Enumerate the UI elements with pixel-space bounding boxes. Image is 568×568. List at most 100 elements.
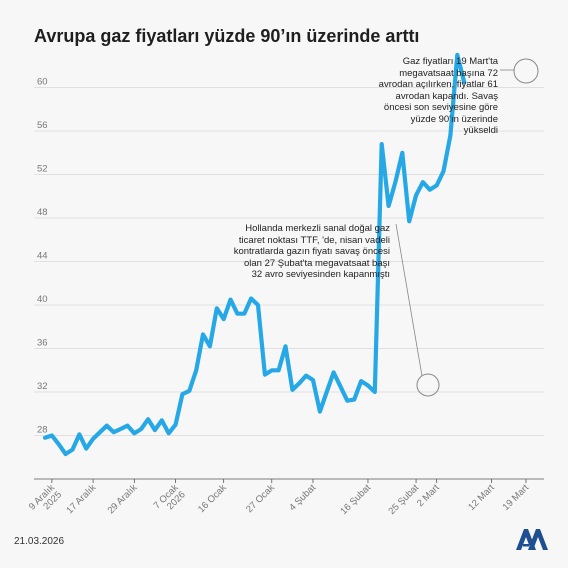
- data-point: [326, 391, 328, 393]
- y-tick-label: 60: [37, 77, 48, 88]
- data-point: [154, 429, 156, 431]
- svg-text:17 Aralık: 17 Aralık: [64, 482, 98, 516]
- data-point: [58, 443, 60, 445]
- data-point: [65, 453, 67, 455]
- x-tick-label: 27 Ocak: [244, 482, 277, 515]
- svg-text:12 Mart: 12 Mart: [466, 482, 497, 513]
- data-point: [202, 333, 204, 335]
- data-point: [388, 205, 390, 207]
- y-tick-label: 52: [37, 164, 48, 175]
- x-tick-label: 29 Aralık: [106, 482, 140, 516]
- data-point: [305, 375, 307, 377]
- data-point: [312, 379, 314, 381]
- data-point: [443, 170, 444, 172]
- x-tick-label: 2 Mart: [415, 482, 442, 509]
- data-point: [278, 369, 280, 371]
- data-point: [147, 418, 149, 420]
- data-point: [113, 431, 115, 433]
- data-point: [175, 424, 177, 426]
- data-point: [381, 143, 383, 145]
- data-point: [374, 391, 376, 393]
- y-tick-label: 40: [37, 294, 48, 305]
- x-tick-label: 16 Ocak: [196, 482, 229, 515]
- data-point: [44, 437, 46, 439]
- highlight-circle-prewar: [416, 373, 440, 397]
- data-point: [456, 54, 458, 56]
- data-point: [291, 389, 293, 391]
- svg-text:2 Mart: 2 Mart: [415, 482, 442, 509]
- data-point: [285, 345, 286, 347]
- data-point: [72, 449, 73, 451]
- data-point: [298, 382, 300, 384]
- highlight-circle-peak: [513, 58, 539, 84]
- data-point: [401, 152, 403, 154]
- y-tick-label: 28: [37, 425, 48, 436]
- data-point: [250, 298, 252, 299]
- data-point: [264, 374, 266, 376]
- data-point: [463, 81, 465, 83]
- data-point: [133, 432, 135, 434]
- annotation-leader-prewar: [395, 223, 423, 377]
- svg-text:16 Ocak: 16 Ocak: [196, 482, 229, 515]
- series-group: [42, 52, 467, 457]
- data-point: [346, 400, 348, 402]
- y-tick-label: 36: [37, 338, 48, 349]
- data-point: [243, 313, 245, 315]
- svg-text:29 Aralık: 29 Aralık: [106, 482, 140, 516]
- aa-logo: [516, 529, 548, 550]
- data-point: [319, 411, 321, 413]
- data-point: [92, 438, 94, 440]
- data-point: [140, 428, 142, 430]
- data-point: [230, 299, 231, 301]
- data-point: [99, 431, 101, 433]
- data-point: [85, 448, 87, 450]
- data-point: [353, 399, 355, 401]
- data-point: [51, 435, 53, 436]
- y-axis-labels: 28 32 36 40 44 48 52 56 60: [37, 77, 48, 436]
- data-point: [271, 369, 273, 371]
- data-point: [195, 369, 197, 371]
- svg-text:4 Şubat: 4 Şubat: [287, 482, 318, 513]
- svg-text:16 Şubat: 16 Şubat: [338, 482, 373, 517]
- data-point: [340, 386, 341, 388]
- data-point: [120, 428, 122, 430]
- data-point: [360, 380, 362, 382]
- data-point: [415, 194, 417, 196]
- data-point: [236, 313, 238, 315]
- data-point: [127, 425, 128, 427]
- data-point: [78, 433, 80, 435]
- data-point: [188, 390, 190, 392]
- publish-date: 21.03.2026: [14, 536, 65, 547]
- data-point: [161, 419, 163, 421]
- data-point: [422, 181, 424, 183]
- data-point: [216, 307, 218, 309]
- data-point: [333, 371, 335, 373]
- x-tick-label: 4 Şubat: [287, 482, 318, 513]
- data-point: [106, 425, 108, 427]
- data-point: [209, 345, 211, 347]
- x-tick-label: 17 Aralık: [64, 482, 98, 516]
- data-point: [223, 318, 225, 320]
- data-point: [367, 385, 369, 386]
- chart-title: Avrupa gaz fiyatları yüzde 90’ın üzerind…: [34, 26, 420, 46]
- x-axis-ticks: [51, 479, 527, 483]
- data-point: [436, 184, 438, 186]
- x-tick-label: 12 Mart: [466, 482, 497, 513]
- y-tick-label: 56: [37, 120, 48, 131]
- data-point: [408, 220, 410, 222]
- svg-text:27 Ocak: 27 Ocak: [244, 482, 277, 515]
- annotation-prewar: Hollanda merkezli sanal doğal gaz ticare…: [233, 223, 390, 280]
- data-point: [168, 432, 170, 434]
- grid-lines: [34, 87, 544, 436]
- svg-text:19 Mart: 19 Mart: [501, 482, 532, 513]
- y-tick-label: 32: [37, 381, 48, 392]
- data-point: [449, 134, 451, 136]
- y-tick-label: 44: [37, 251, 48, 262]
- data-point: [429, 189, 431, 191]
- x-tick-label: 19 Mart: [501, 482, 532, 513]
- data-point: [257, 304, 259, 306]
